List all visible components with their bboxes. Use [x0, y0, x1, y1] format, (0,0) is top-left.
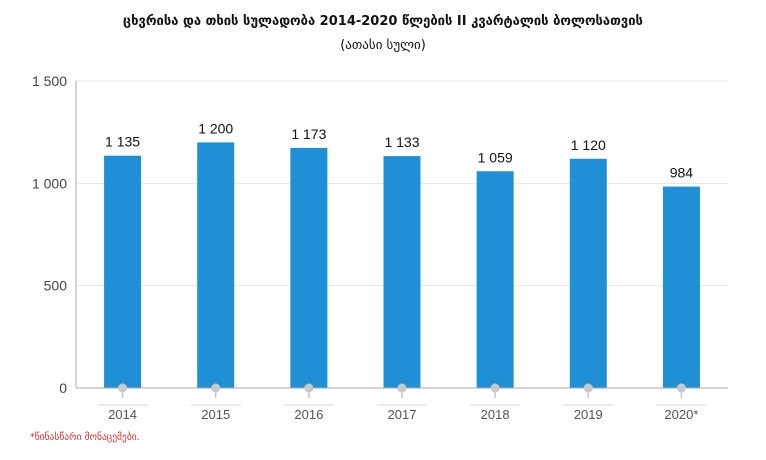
- y-tick-label: 500: [44, 278, 68, 294]
- x-tick-label: 2014: [108, 407, 137, 422]
- footnote: *წინასწარი მონაცემები.: [30, 432, 140, 443]
- tick-marker: [490, 383, 500, 393]
- bar: [197, 142, 235, 388]
- data-label: 1 135: [105, 134, 140, 150]
- bar: [383, 156, 421, 388]
- data-label: 1 173: [291, 126, 326, 142]
- tick-marker: [211, 383, 221, 393]
- y-tick-label: 1 000: [32, 175, 67, 191]
- x-tick-label: 2017: [388, 407, 417, 422]
- bar: [569, 158, 607, 388]
- bar: [476, 171, 514, 388]
- x-tick-label: 2015: [201, 407, 230, 422]
- x-tick-label: 2019: [574, 407, 603, 422]
- data-label: 1 200: [198, 120, 233, 136]
- chart-subtitle: (ათასი სული): [340, 38, 426, 53]
- bar: [290, 147, 328, 388]
- tick-marker: [397, 383, 407, 393]
- data-label: 1 059: [478, 149, 513, 165]
- data-label: 984: [670, 165, 694, 181]
- data-label: 1 120: [571, 137, 606, 153]
- y-tick-label: 0: [59, 380, 67, 396]
- y-tick-label: 1 500: [32, 73, 67, 89]
- tick-marker: [304, 383, 314, 393]
- tick-marker: [676, 383, 686, 393]
- chart-title: ცხვრისა და თხის სულადობა 2014-2020 წლები…: [123, 14, 643, 29]
- tick-marker: [583, 383, 593, 393]
- x-tick-label: 2018: [481, 407, 510, 422]
- x-tick-label: 2020*: [664, 407, 698, 422]
- bar: [662, 186, 700, 388]
- bar: [104, 155, 142, 388]
- x-tick-label: 2016: [294, 407, 323, 422]
- tick-marker: [118, 383, 128, 393]
- data-label: 1 133: [384, 134, 419, 150]
